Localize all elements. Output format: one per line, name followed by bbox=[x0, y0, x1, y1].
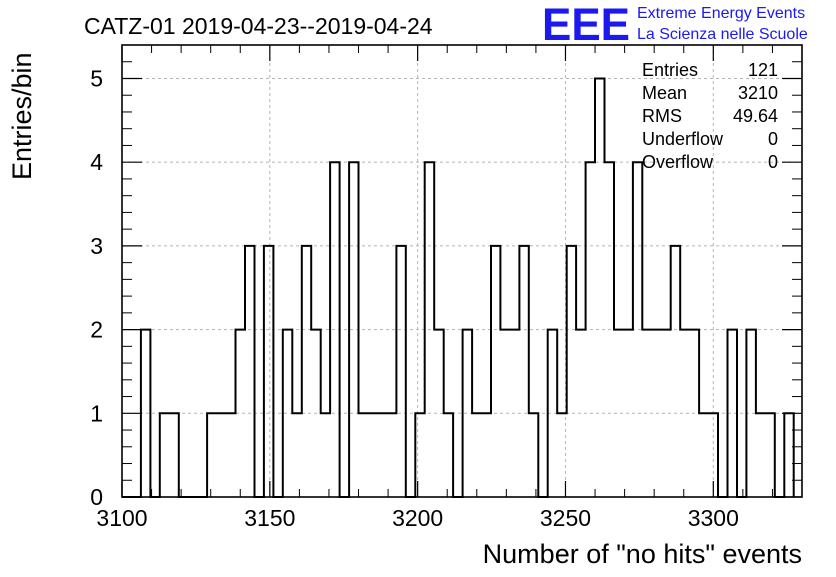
y-axis-label: Entries/bin bbox=[7, 52, 37, 180]
x-tick-label: 3250 bbox=[540, 505, 591, 531]
histogram-bin bbox=[302, 246, 311, 497]
stats-value: 0 bbox=[768, 152, 778, 172]
stats-label: RMS bbox=[642, 106, 682, 126]
stats-label: Mean bbox=[642, 83, 687, 103]
histogram-bin bbox=[359, 413, 368, 497]
eee-logo-line1: Extreme Energy Events bbox=[637, 5, 805, 22]
histogram-bin bbox=[396, 246, 405, 497]
histogram-bin bbox=[217, 413, 226, 497]
histogram-bin bbox=[756, 413, 765, 497]
eee-logo-mark: EEE bbox=[542, 0, 630, 50]
eee-logo-line2: La Scienza nelle Scuole bbox=[637, 26, 808, 43]
histogram-bin bbox=[482, 413, 491, 497]
histogram-outline bbox=[122, 77, 795, 498]
y-tick-label: 1 bbox=[90, 400, 103, 426]
histogram-bin bbox=[169, 413, 178, 497]
histogram-bin bbox=[415, 413, 424, 497]
y-tick-label: 5 bbox=[90, 65, 103, 91]
histogram-bin bbox=[368, 413, 377, 497]
y-tick-label: 2 bbox=[90, 317, 103, 343]
histogram-bin bbox=[472, 413, 481, 497]
histogram-bin bbox=[292, 413, 301, 497]
histogram-bin bbox=[444, 413, 453, 497]
stats-value: 121 bbox=[748, 60, 778, 80]
histogram-bin bbox=[264, 246, 273, 497]
histogram-bin bbox=[160, 413, 169, 497]
tick-labels: 3100 3150 3200 3250 3300 0 1 2 3 4 5 bbox=[90, 65, 739, 531]
axis-ticks bbox=[121, 44, 803, 498]
eee-logo: EEE Extreme Energy Events La Scienza nel… bbox=[542, 0, 808, 50]
stats-label: Underflow bbox=[642, 129, 724, 149]
histogram-bin bbox=[529, 413, 538, 497]
y-tick-label: 0 bbox=[90, 484, 103, 510]
x-tick-label: 3100 bbox=[96, 505, 147, 531]
y-tick-label: 4 bbox=[90, 149, 103, 175]
y-tick-label: 3 bbox=[90, 233, 103, 259]
stats-box: Entries 121 Mean 3210 RMS 49.64 Underflow 0 Over… bbox=[642, 60, 778, 172]
histogram-bin bbox=[377, 413, 386, 497]
histogram-bin bbox=[765, 413, 774, 497]
histogram-bin bbox=[519, 246, 528, 497]
histogram-bin bbox=[245, 246, 254, 497]
histogram-bars bbox=[122, 77, 795, 498]
histogram-bin bbox=[595, 78, 604, 497]
histogram-bin bbox=[784, 413, 793, 497]
stats-label: Overflow bbox=[642, 152, 714, 172]
plot-frame bbox=[121, 44, 803, 498]
stats-label: Entries bbox=[642, 60, 698, 80]
histogram-bin bbox=[321, 413, 330, 497]
x-tick-label: 3200 bbox=[392, 505, 443, 531]
histogram-bin bbox=[699, 413, 708, 497]
x-axis-label: Number of "no hits" events bbox=[483, 539, 802, 569]
histogram-bin bbox=[207, 413, 216, 497]
stats-value: 49.64 bbox=[733, 106, 778, 126]
x-tick-label: 3150 bbox=[244, 505, 295, 531]
histogram-bin bbox=[491, 246, 500, 497]
histogram-bin bbox=[226, 413, 235, 497]
histogram-bin bbox=[671, 246, 680, 497]
histogram-bin bbox=[387, 413, 396, 497]
histogram-bin bbox=[567, 246, 576, 497]
stats-value: 0 bbox=[768, 129, 778, 149]
stats-value: 3210 bbox=[738, 83, 778, 103]
x-tick-label: 3300 bbox=[688, 505, 739, 531]
chart-title: CATZ-01 2019-04-23--2019-04-24 bbox=[84, 13, 433, 39]
